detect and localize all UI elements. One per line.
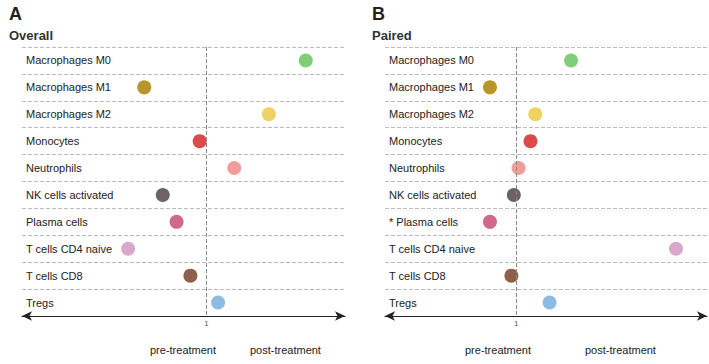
svg-text:Macrophages M0: Macrophages M0 [389, 54, 474, 66]
svg-text:Tregs: Tregs [389, 297, 417, 309]
svg-text:Monocytes: Monocytes [389, 135, 443, 147]
svg-text:Macrophages M1: Macrophages M1 [26, 81, 111, 93]
svg-text:A: A [9, 4, 22, 24]
svg-text:* Plasma cells: * Plasma cells [389, 216, 459, 228]
svg-text:post-treatment: post-treatment [585, 344, 656, 356]
svg-text:Overall: Overall [9, 28, 53, 43]
svg-text:pre-treatment: pre-treatment [465, 344, 531, 356]
svg-text:T cells CD8: T cells CD8 [389, 270, 446, 282]
svg-text:post-treatment: post-treatment [250, 344, 321, 356]
svg-text:T cells CD4 naive: T cells CD4 naive [26, 243, 112, 255]
svg-text:Macrophages M1: Macrophages M1 [389, 81, 474, 93]
svg-text:NK cells activated: NK cells activated [389, 189, 476, 201]
svg-text:Paired: Paired [372, 28, 412, 43]
svg-text:Neutrophils: Neutrophils [389, 162, 445, 174]
svg-text:Plasma cells: Plasma cells [26, 216, 88, 228]
svg-text:T cells CD8: T cells CD8 [26, 270, 83, 282]
svg-text:Macrophages M2: Macrophages M2 [26, 108, 111, 120]
svg-text:Macrophages M0: Macrophages M0 [26, 54, 111, 66]
svg-text:1: 1 [204, 319, 209, 328]
svg-text:pre-treatment: pre-treatment [150, 344, 216, 356]
svg-text:B: B [372, 4, 385, 24]
svg-text:NK cells activated: NK cells activated [26, 189, 113, 201]
svg-text:Tregs: Tregs [26, 297, 54, 309]
svg-text:1: 1 [514, 319, 519, 328]
svg-text:Neutrophils: Neutrophils [26, 162, 82, 174]
svg-text:T cells CD4 naive: T cells CD4 naive [389, 243, 475, 255]
svg-text:Macrophages M2: Macrophages M2 [389, 108, 474, 120]
svg-text:Monocytes: Monocytes [26, 135, 80, 147]
